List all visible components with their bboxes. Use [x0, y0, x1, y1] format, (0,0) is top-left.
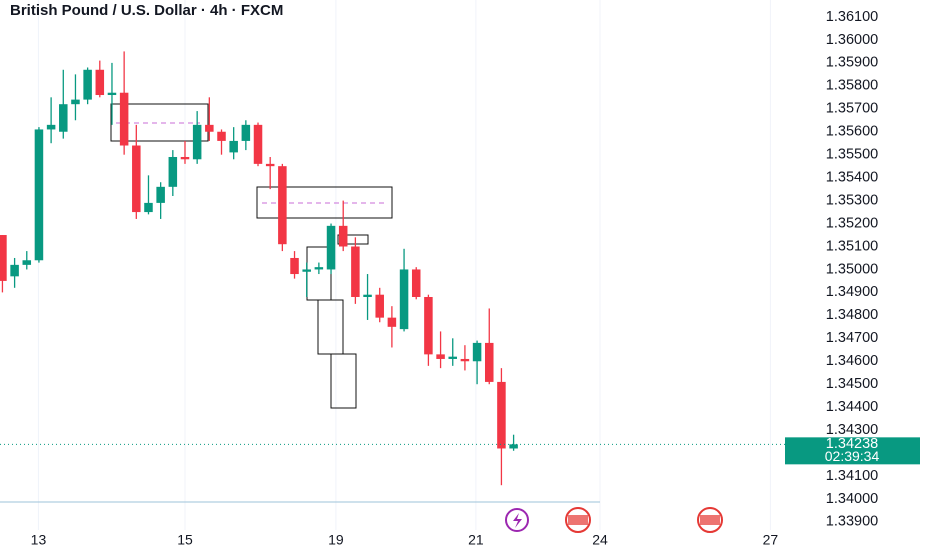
y-tick-label: 1.35300 [826, 192, 878, 208]
y-tick-label: 1.34900 [826, 284, 878, 300]
y-tick-label: 1.34700 [826, 330, 878, 346]
candle-body [387, 317, 397, 327]
candle-body [314, 267, 324, 270]
y-tick-label: 1.36100 [826, 9, 878, 25]
candle-body [290, 257, 299, 275]
candle-body [144, 202, 153, 213]
candles [0, 51, 518, 486]
y-tick-label: 1.35600 [826, 124, 878, 140]
candle-body [460, 358, 470, 362]
candle-body [132, 145, 141, 213]
candle-body [22, 260, 32, 265]
zone-box [256, 186, 393, 219]
y-tick-label: 1.34100 [826, 468, 878, 484]
x-tick-label: 27 [763, 532, 779, 548]
y-tick-label: 1.35900 [826, 55, 878, 71]
last-price-badge [785, 437, 920, 465]
x-tick-label: 19 [328, 532, 344, 548]
candle-body [497, 381, 506, 449]
candle-body [180, 156, 190, 160]
candle-body [95, 69, 105, 96]
grid [37, 0, 771, 530]
candle-body [278, 166, 287, 245]
candle-body [205, 124, 214, 132]
y-tick-label: 1.34000 [826, 491, 878, 507]
candle-body [192, 124, 202, 160]
y-tick-label: 1.35000 [826, 261, 878, 277]
candle-body [363, 294, 372, 297]
chart-title: British Pound / U.S. Dollar · 4h · FXCM [10, 2, 283, 19]
x-tick-label: 21 [468, 532, 484, 548]
y-tick-label: 1.35800 [826, 78, 878, 94]
y-tick-label: 1.34600 [826, 353, 878, 369]
candle-body [399, 269, 409, 330]
zone-box [330, 353, 357, 409]
candle-body [34, 129, 44, 261]
x-tick-label: 13 [31, 532, 47, 548]
candle-body [424, 296, 433, 355]
candle-body [253, 124, 263, 164]
candle-body [411, 269, 421, 297]
candle-body [71, 99, 80, 105]
countdown-label: 02:39:34 [825, 448, 880, 464]
candle-body [0, 235, 7, 281]
y-tick-label: 1.35200 [826, 215, 878, 231]
y-tick-label: 1.34800 [826, 307, 878, 323]
candle-body [484, 342, 494, 382]
candle-body [10, 264, 19, 277]
candle-body [241, 124, 251, 141]
icon [568, 515, 588, 525]
y-tick-label: 1.36000 [826, 32, 878, 48]
candle-body [302, 269, 311, 272]
candle-body [351, 246, 360, 297]
y-tick-label: 1.35500 [826, 147, 878, 163]
candle-body [375, 294, 384, 318]
y-tick-label: 1.34500 [826, 376, 878, 392]
candle-body [448, 356, 458, 359]
icon [513, 513, 522, 528]
candle-body [107, 92, 117, 96]
y-tick-label: 1.34300 [826, 422, 878, 438]
candle-body [59, 104, 68, 132]
candle-body [472, 342, 482, 362]
y-tick-label: 1.35400 [826, 169, 878, 185]
candle-body [119, 92, 129, 146]
axes: 13 15 19 21 24 27 1.36100 1.36000 1.35900 1.35800… [0, 9, 920, 548]
event-icons [505, 507, 723, 533]
candle-body [83, 69, 92, 100]
y-tick-label: 1.35700 [826, 101, 878, 117]
y-tick-label: 1.33900 [826, 514, 878, 530]
candle-body [168, 156, 178, 187]
x-tick-label: 15 [177, 532, 193, 548]
candle-body [229, 140, 238, 153]
y-tick-label: 1.34400 [826, 399, 878, 415]
candle-body [156, 186, 165, 203]
candle-body [509, 444, 518, 449]
icon [700, 515, 720, 525]
candle-body [326, 225, 336, 270]
zone-box [337, 234, 369, 245]
candle-body [217, 131, 226, 141]
candle-body [46, 124, 56, 130]
last-price-label: 1.34238 [826, 436, 878, 452]
x-tick-label: 24 [592, 532, 608, 548]
candle-body [338, 225, 348, 247]
candle-body [265, 163, 275, 167]
y-tick-label: 1.35100 [826, 238, 878, 254]
candle-body [436, 354, 445, 359]
zone-box [110, 103, 209, 142]
